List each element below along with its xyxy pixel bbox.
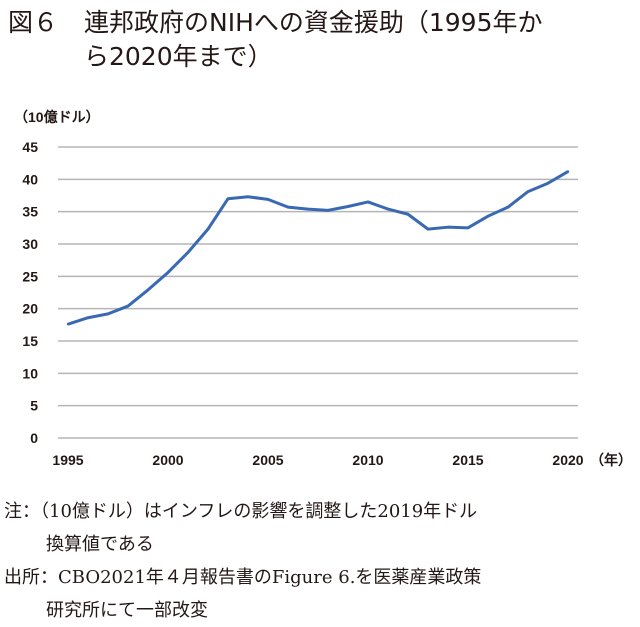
data-point [286, 205, 290, 209]
y-tick-label: 25 [22, 268, 38, 284]
data-point [86, 316, 90, 319]
y-tick-label: 45 [22, 139, 38, 155]
data-point [326, 209, 330, 212]
y-tick-label: 40 [22, 171, 38, 187]
x-tick-label: 2000 [152, 452, 183, 468]
data-point [226, 197, 230, 200]
title-line-1: 連邦政府のNIHへの資金援助（1995年か [84, 8, 543, 37]
figure-title: 図６ 連邦政府のNIHへの資金援助（1995年か ら2020年まで） [8, 6, 543, 74]
data-point [126, 304, 130, 308]
data-point [66, 322, 70, 326]
data-point [446, 225, 450, 229]
y-tick-label: 20 [22, 301, 38, 317]
data-point [526, 190, 530, 193]
data-point [146, 288, 150, 292]
note-line-1: 注：（10億ドル）はインフレの影響を調整した2019年ドル [4, 501, 478, 522]
data-point [566, 170, 570, 173]
y-tick-label: 35 [22, 204, 38, 220]
x-tick-label: 1995 [52, 452, 83, 468]
y-tick-label: 10 [22, 365, 38, 381]
title-line-2: ら2020年まで） [84, 42, 273, 71]
data-point [246, 195, 250, 198]
source-line-1: 出所：CBO2021年４月報告書のFigure 6.を医薬産業政策 [4, 567, 482, 588]
data-point [546, 182, 550, 185]
y-axis-label: （10億ドル） [14, 109, 100, 125]
x-tick-label: 2015 [452, 452, 483, 468]
y-tick-label: 5 [30, 398, 38, 414]
x-axis-label: （年） [590, 452, 632, 468]
x-tick-label: 2005 [252, 452, 283, 468]
note-line-2: 換算値である [46, 534, 154, 555]
data-point [506, 205, 510, 209]
data-point [266, 198, 270, 201]
y-tick-label: 30 [22, 236, 38, 252]
data-point [486, 214, 490, 218]
source-line-2: 研究所にて一部改変 [46, 600, 208, 621]
y-tick-label: 0 [30, 430, 38, 446]
data-point [186, 251, 190, 254]
data-point [346, 205, 350, 208]
x-tick-label: 2010 [352, 452, 383, 468]
x-tick-label: 2020 [552, 452, 583, 468]
y-tick-label: 15 [22, 333, 38, 349]
data-point [406, 213, 410, 216]
figure-label: 図６ [8, 8, 59, 37]
notes: 注：（10億ドル）はインフレの影響を調整した2019年ドル 換算値である 出所：… [4, 495, 481, 627]
data-point [106, 312, 110, 316]
data-point [386, 207, 390, 211]
data-point [306, 207, 310, 211]
data-point [466, 226, 470, 230]
series-line [67, 170, 569, 326]
data-point [366, 200, 370, 204]
data-point [206, 227, 210, 231]
data-point [166, 271, 170, 274]
data-point [426, 227, 430, 231]
